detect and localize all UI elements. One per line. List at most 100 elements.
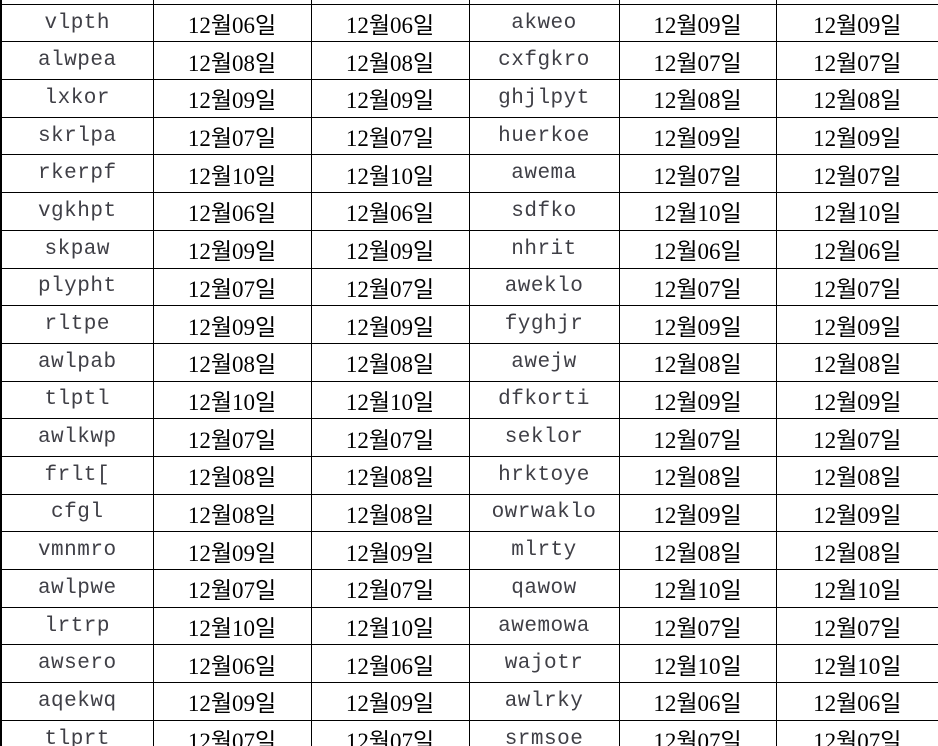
name-cell[interactable]: tlprt xyxy=(0,719,154,746)
date-cell[interactable]: 12월09일 xyxy=(152,229,312,269)
date-cell[interactable]: 12월08일 xyxy=(618,342,777,382)
date-cell[interactable]: 12월09일 xyxy=(775,116,938,156)
name-cell[interactable]: akweo xyxy=(468,3,620,43)
date-cell[interactable]: 12월09일 xyxy=(618,3,777,43)
date-cell[interactable]: 12월08일 xyxy=(310,493,470,533)
date-cell[interactable]: 12월09일 xyxy=(152,682,312,721)
date-cell[interactable]: 12월06일 xyxy=(310,644,470,684)
name-cell[interactable]: awlpwe xyxy=(0,569,154,608)
date-cell[interactable]: 12월10일 xyxy=(310,154,470,194)
date-cell[interactable]: 12월09일 xyxy=(775,305,938,344)
name-cell[interactable]: cfgl xyxy=(0,493,154,533)
date-cell[interactable]: 12월10일 xyxy=(152,380,312,420)
date-cell[interactable]: 12월06일 xyxy=(152,3,312,43)
date-cell[interactable]: 12월09일 xyxy=(152,305,312,344)
name-cell[interactable]: lxkor xyxy=(0,79,154,118)
name-cell[interactable]: awema xyxy=(468,154,620,194)
name-cell[interactable]: skrlpa xyxy=(0,116,154,156)
date-cell[interactable]: 12월09일 xyxy=(152,531,312,570)
date-cell[interactable]: 12월06일 xyxy=(618,682,777,721)
name-cell[interactable]: awlrky xyxy=(468,682,620,721)
date-cell[interactable]: 12월10일 xyxy=(310,606,470,646)
date-cell[interactable]: 12월08일 xyxy=(775,531,938,570)
name-cell[interactable]: tlptl xyxy=(0,380,154,420)
date-cell[interactable]: 12월10일 xyxy=(152,154,312,194)
name-cell[interactable]: fyghjr xyxy=(468,305,620,344)
name-cell[interactable]: vgkhpt xyxy=(0,192,154,231)
date-cell[interactable]: 12월07일 xyxy=(775,606,938,646)
date-cell[interactable]: 12월08일 xyxy=(618,455,777,495)
date-cell[interactable]: 12월07일 xyxy=(152,116,312,156)
name-cell[interactable]: rltpe xyxy=(0,305,154,344)
name-cell[interactable]: sdfko xyxy=(468,192,620,231)
date-cell[interactable]: 12월07일 xyxy=(618,719,777,746)
name-cell[interactable]: owrwaklo xyxy=(468,493,620,533)
date-cell[interactable]: 12월10일 xyxy=(775,644,938,684)
name-cell[interactable]: dfkorti xyxy=(468,380,620,420)
date-cell[interactable]: 12월07일 xyxy=(618,41,777,81)
date-cell[interactable]: 12월08일 xyxy=(310,342,470,382)
date-cell[interactable]: 12월10일 xyxy=(152,606,312,646)
date-cell[interactable]: 12월09일 xyxy=(310,531,470,570)
name-cell[interactable]: awlpab xyxy=(0,342,154,382)
date-cell[interactable]: 12월06일 xyxy=(310,192,470,231)
name-cell[interactable]: mlrty xyxy=(468,531,620,570)
name-cell[interactable]: aweklo xyxy=(468,267,620,307)
name-cell[interactable]: wajotr xyxy=(468,644,620,684)
date-cell[interactable]: 12월08일 xyxy=(310,455,470,495)
date-cell[interactable]: 12월07일 xyxy=(775,267,938,307)
name-cell[interactable]: awsero xyxy=(0,644,154,684)
name-cell[interactable]: nhrit xyxy=(468,229,620,269)
date-cell[interactable]: 12월08일 xyxy=(618,531,777,570)
name-cell[interactable]: skpaw xyxy=(0,229,154,269)
name-cell[interactable]: vmnmro xyxy=(0,531,154,570)
name-cell[interactable]: huerkoe xyxy=(468,116,620,156)
date-cell[interactable]: 12월09일 xyxy=(775,493,938,533)
date-cell[interactable]: 12월08일 xyxy=(775,342,938,382)
date-cell[interactable]: 12월07일 xyxy=(775,719,938,746)
date-cell[interactable]: 12월07일 xyxy=(775,418,938,457)
name-cell[interactable]: seklor xyxy=(468,418,620,457)
date-cell[interactable]: 12월10일 xyxy=(618,569,777,608)
name-cell[interactable]: ghjlpyt xyxy=(468,79,620,118)
date-cell[interactable]: 12월09일 xyxy=(310,305,470,344)
date-cell[interactable]: 12월06일 xyxy=(618,229,777,269)
date-cell[interactable]: 12월10일 xyxy=(310,380,470,420)
date-cell[interactable]: 12월08일 xyxy=(152,455,312,495)
name-cell[interactable]: plypht xyxy=(0,267,154,307)
date-cell[interactable]: 12월09일 xyxy=(310,229,470,269)
name-cell[interactable]: qawow xyxy=(468,569,620,608)
date-cell[interactable]: 12월07일 xyxy=(310,719,470,746)
date-cell[interactable]: 12월07일 xyxy=(310,116,470,156)
date-cell[interactable]: 12월10일 xyxy=(618,192,777,231)
date-cell[interactable]: 12월07일 xyxy=(618,267,777,307)
date-cell[interactable]: 12월07일 xyxy=(310,569,470,608)
date-cell[interactable]: 12월09일 xyxy=(618,305,777,344)
date-cell[interactable]: 12월09일 xyxy=(618,493,777,533)
date-cell[interactable]: 12월09일 xyxy=(310,682,470,721)
name-cell[interactable]: alwpea xyxy=(0,41,154,81)
date-cell[interactable]: 12월10일 xyxy=(775,569,938,608)
date-cell[interactable]: 12월06일 xyxy=(775,229,938,269)
date-cell[interactable]: 12월06일 xyxy=(775,682,938,721)
date-cell[interactable]: 12월09일 xyxy=(152,79,312,118)
date-cell[interactable]: 12월08일 xyxy=(618,79,777,118)
name-cell[interactable]: awejw xyxy=(468,342,620,382)
date-cell[interactable]: 12월07일 xyxy=(618,154,777,194)
date-cell[interactable]: 12월09일 xyxy=(618,116,777,156)
date-cell[interactable]: 12월08일 xyxy=(152,342,312,382)
name-cell[interactable]: rkerpf xyxy=(0,154,154,194)
date-cell[interactable]: 12월09일 xyxy=(618,380,777,420)
date-cell[interactable]: 12월08일 xyxy=(775,455,938,495)
date-cell[interactable]: 12월09일 xyxy=(775,3,938,43)
name-cell[interactable]: vlpth xyxy=(0,3,154,43)
date-cell[interactable]: 12월07일 xyxy=(775,154,938,194)
date-cell[interactable]: 12월10일 xyxy=(618,644,777,684)
date-cell[interactable]: 12월08일 xyxy=(152,493,312,533)
date-cell[interactable]: 12월06일 xyxy=(152,644,312,684)
name-cell[interactable]: cxfgkro xyxy=(468,41,620,81)
date-cell[interactable]: 12월07일 xyxy=(152,719,312,746)
date-cell[interactable]: 12월07일 xyxy=(618,606,777,646)
date-cell[interactable]: 12월08일 xyxy=(775,79,938,118)
name-cell[interactable]: aqekwq xyxy=(0,682,154,721)
